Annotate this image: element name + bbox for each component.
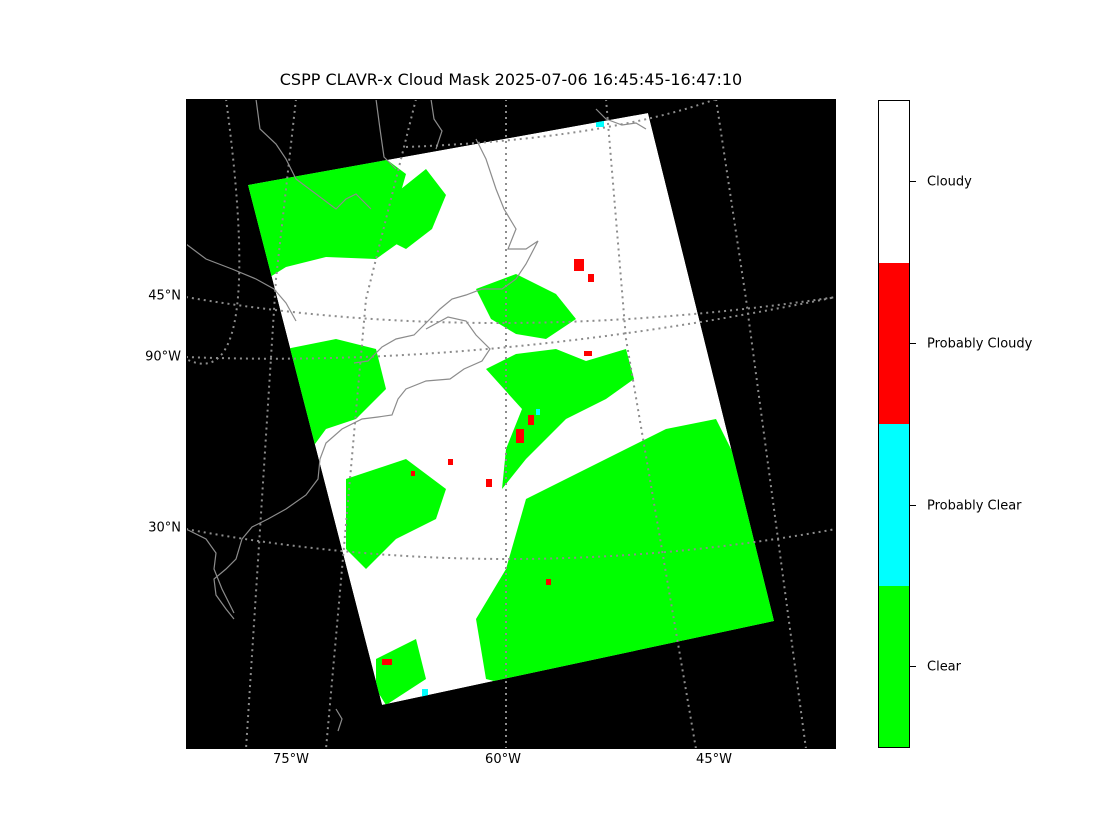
clear-region-southeast (476, 419, 774, 689)
map-panel (186, 99, 836, 749)
colorbar-probably-cloudy-segment (879, 262, 909, 424)
clear-region-central-east (486, 349, 634, 489)
colorbar-probably-clear-segment (879, 424, 909, 586)
clear-region-southwest (376, 639, 426, 705)
graticule (186, 99, 836, 749)
colorbar-clear-segment (879, 585, 909, 747)
plot-title: CSPP CLAVR-x Cloud Mask 2025-07-06 16:45… (279, 70, 743, 89)
colorbar-label-probably-cloudy: Probably Cloudy (927, 336, 1033, 352)
clear-region-north (376, 169, 446, 249)
lon-label-45w: 45°W (696, 752, 732, 767)
coastlines (186, 99, 647, 732)
colorbar-tick-clear (910, 666, 916, 667)
lat-label-45n: 45°N (148, 288, 181, 304)
probably-cloudy-speckles (382, 259, 594, 665)
lat-label-30n: 30°N (148, 520, 181, 536)
probably-clear-speckles (422, 121, 604, 697)
lat-label-90w: 90°W (145, 349, 181, 365)
cloud-mask-map (186, 99, 836, 749)
lon-label-75w: 75°W (273, 752, 309, 767)
lon-label-60w: 60°W (485, 752, 521, 767)
colorbar-cloudy-segment (879, 101, 909, 263)
colorbar-tick-probably-clear (910, 505, 916, 506)
colorbar-label-probably-clear: Probably Clear (927, 498, 1022, 514)
colorbar-tick-probably-cloudy (910, 343, 916, 344)
colorbar (878, 100, 910, 748)
colorbar-label-cloudy: Cloudy (927, 174, 972, 190)
colorbar-tick-cloudy (910, 181, 916, 182)
clear-region-nw (248, 159, 406, 277)
clear-region-south (346, 459, 446, 569)
colorbar-label-clear: Clear (927, 659, 961, 675)
clear-region-west (286, 339, 386, 459)
satellite-swath (248, 113, 774, 705)
